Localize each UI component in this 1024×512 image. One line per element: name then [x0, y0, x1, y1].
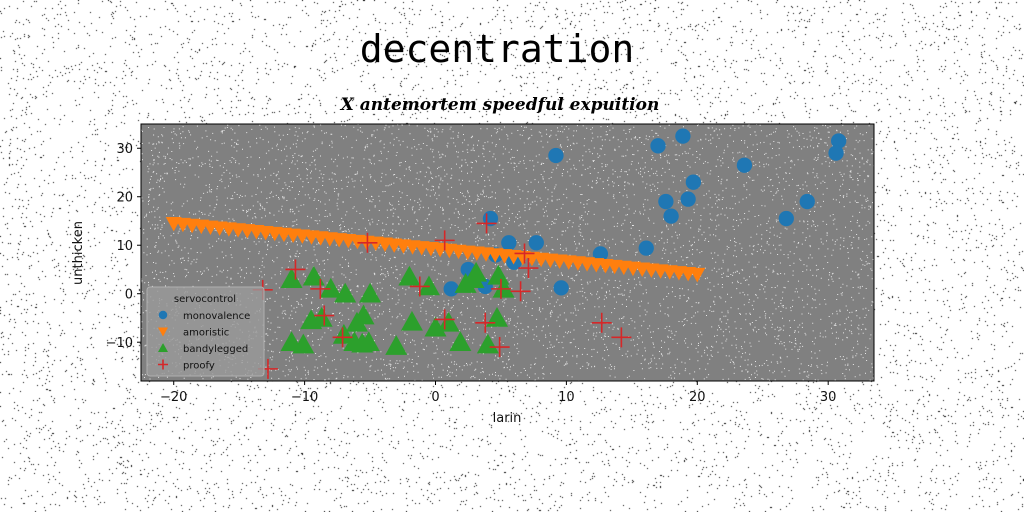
monovalence-point — [799, 193, 815, 210]
monovalence-point — [685, 174, 702, 190]
proofy-point — [476, 213, 497, 234]
x-tick-label: 10 — [558, 390, 575, 405]
monovalence-point — [658, 193, 674, 210]
x-tick-label: 30 — [820, 390, 837, 405]
legend-bandylegged-marker — [158, 343, 168, 352]
bandylegged-point — [334, 282, 357, 303]
proofy-point — [409, 276, 430, 297]
proofy-point — [310, 278, 331, 299]
monovalence-point — [778, 210, 794, 227]
y-axis-label: unthicken — [71, 221, 86, 285]
monovalence-point — [501, 235, 517, 251]
figure-suptitle: decentration — [360, 27, 635, 71]
bandylegged-point — [400, 310, 423, 331]
monovalence-point — [650, 138, 666, 154]
bandylegged-point — [302, 265, 325, 286]
data-marks — [165, 128, 847, 379]
x-tick-label: −20 — [160, 390, 187, 405]
bandylegged-point — [359, 282, 382, 303]
monovalence-point — [638, 240, 654, 256]
proofy-point — [489, 337, 510, 358]
proofy-point — [475, 312, 496, 333]
monovalence-point — [663, 208, 679, 224]
proofy-point — [591, 312, 612, 333]
monovalence-point — [675, 128, 691, 144]
proofy-point — [514, 243, 535, 264]
bandylegged-point — [280, 268, 303, 288]
y-tick-label: 0 — [125, 288, 133, 303]
bandylegged-point — [319, 277, 342, 298]
bandylegged-point — [476, 333, 499, 354]
series-bandylegged — [280, 261, 515, 355]
bandylegged-point — [352, 304, 375, 325]
bandylegged-point — [486, 306, 509, 327]
proofy-point — [314, 305, 335, 326]
proofy-point — [434, 309, 455, 330]
monovalence-point — [828, 145, 844, 161]
bandylegged-point — [332, 323, 355, 344]
x-axis: −20 −10 0 10 20 30 — [160, 381, 836, 405]
legend-label-proofy: proofy — [183, 361, 215, 372]
y-tick-label: 20 — [116, 191, 133, 206]
monovalence-point — [553, 280, 569, 296]
legend-title: servocontrol — [174, 294, 236, 305]
monovalence-point — [443, 281, 459, 297]
legend: servocontrol monovalence amoristic bandyle… — [146, 286, 265, 377]
series-proofy — [252, 213, 632, 379]
proofy-point — [611, 327, 632, 348]
y-tick-label: −10 — [106, 336, 133, 351]
bandylegged-point — [385, 335, 408, 355]
legend-proofy-marker — [158, 359, 168, 370]
legend-box — [146, 286, 265, 377]
monovalence-point — [680, 191, 696, 207]
proofy-point — [332, 327, 353, 348]
monovalence-point — [548, 147, 564, 164]
bandylegged-point — [492, 277, 515, 298]
monovalence-point — [831, 133, 847, 149]
legend-label-bandylegged: bandylegged — [183, 344, 248, 355]
series-monovalence — [443, 128, 847, 297]
bandylegged-point — [310, 306, 333, 327]
proofy-point — [285, 259, 306, 280]
bandylegged-point — [292, 333, 315, 354]
y-tick-label: 30 — [116, 142, 133, 157]
y-axis: −10 0 10 20 30 — [106, 142, 141, 351]
x-tick-label: 0 — [431, 390, 439, 405]
proofy-point — [357, 232, 378, 253]
monovalence-point — [528, 235, 544, 251]
bandylegged-point — [417, 275, 440, 296]
bandylegged-point — [449, 331, 472, 352]
monovalence-point — [736, 157, 753, 173]
proofy-point — [490, 278, 511, 299]
bandylegged-point — [357, 331, 380, 352]
chart-title: X antemortem speedful expuition — [340, 95, 660, 115]
proofy-point — [434, 230, 455, 251]
legend-monovalence-marker — [158, 310, 168, 320]
proofy-point — [510, 281, 531, 302]
monovalence-point — [592, 246, 609, 262]
plot-frame — [140, 123, 875, 382]
y-tick-label: 10 — [116, 239, 133, 254]
bandylegged-point — [437, 311, 460, 332]
x-axis-label: larin — [493, 411, 522, 426]
legend-amoristic-marker — [158, 327, 168, 337]
legend-label-amoristic: amoristic — [183, 328, 229, 339]
bandylegged-point — [465, 261, 488, 282]
bandylegged-point — [398, 265, 421, 286]
x-tick-label: 20 — [689, 390, 706, 405]
proofy-point — [518, 258, 539, 279]
legend-label-monovalence: monovalence — [183, 311, 250, 322]
amoristic-point — [689, 267, 706, 283]
series-amoristic — [165, 217, 706, 283]
x-tick-label: −10 — [291, 390, 318, 405]
